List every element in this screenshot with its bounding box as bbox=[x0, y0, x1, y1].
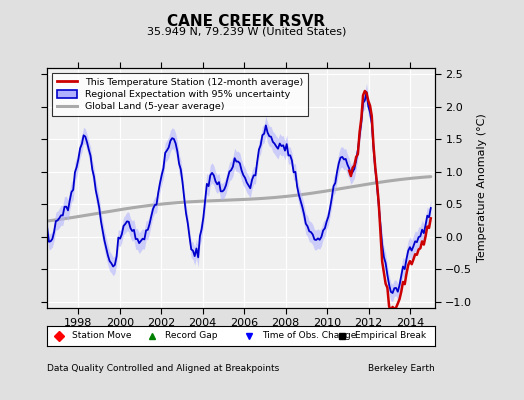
Text: Time of Obs. Change: Time of Obs. Change bbox=[263, 332, 357, 340]
Text: Berkeley Earth: Berkeley Earth bbox=[368, 364, 435, 373]
Text: Data Quality Controlled and Aligned at Breakpoints: Data Quality Controlled and Aligned at B… bbox=[47, 364, 279, 373]
Legend: This Temperature Station (12-month average), Regional Expectation with 95% uncer: This Temperature Station (12-month avera… bbox=[52, 73, 308, 116]
Text: Station Move: Station Move bbox=[72, 332, 132, 340]
Text: Empirical Break: Empirical Break bbox=[355, 332, 427, 340]
Text: 35.949 N, 79.239 W (United States): 35.949 N, 79.239 W (United States) bbox=[147, 26, 346, 36]
Text: Record Gap: Record Gap bbox=[166, 332, 218, 340]
Y-axis label: Temperature Anomaly (°C): Temperature Anomaly (°C) bbox=[476, 114, 486, 262]
Text: CANE CREEK RSVR: CANE CREEK RSVR bbox=[167, 14, 325, 29]
